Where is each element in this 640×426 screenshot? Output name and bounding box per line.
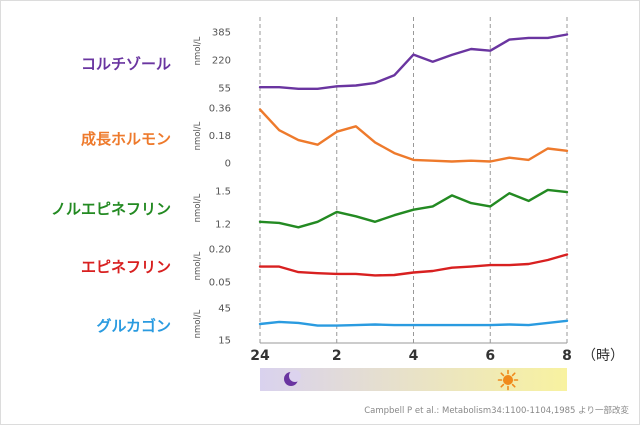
- timeline-bar: [260, 368, 567, 391]
- x-axis: 24 2 4 6 8 （時）: [250, 342, 624, 364]
- sun-ray: [500, 372, 505, 377]
- y-tick-label: 0.36: [209, 104, 231, 115]
- unit-label: nmol/L: [193, 193, 203, 222]
- panel-1: コルチゾール nmol/L 385 220 55: [81, 28, 569, 95]
- source-note: Campbell P et al.: Metabolism34:1100-110…: [364, 405, 629, 416]
- hormone-name: エピネフリン: [81, 258, 171, 276]
- crescent-moon-icon: [284, 370, 301, 386]
- moon-shadow: [289, 370, 301, 382]
- x-unit-label: （時）: [582, 348, 624, 364]
- y-tick-label: 0.18: [209, 131, 231, 142]
- x-tick-label: 8: [562, 348, 572, 364]
- hormone-name: ノルエピネフリン: [51, 200, 171, 218]
- y-tick-label: 1.5: [215, 187, 231, 198]
- y-tick-label: 55: [218, 84, 231, 95]
- hormone-name: コルチゾール: [81, 55, 171, 73]
- y-tick-label: 220: [212, 56, 231, 67]
- panel-3: ノルエピネフリン nmol/L 1.5 1.2: [51, 187, 569, 231]
- y-tick-label: 385: [212, 28, 231, 39]
- hormone-name: 成長ホルモン: [81, 130, 171, 148]
- y-tick-label: 1.2: [215, 220, 231, 231]
- x-tick-label: 2: [332, 348, 342, 364]
- sun-ray: [500, 383, 505, 388]
- sun-ray: [511, 383, 516, 388]
- panel-2: 成長ホルモン nmol/L 0.36 0.18 0: [81, 104, 569, 170]
- x-tick-label: 6: [485, 348, 495, 364]
- unit-label: nmol/L: [193, 309, 203, 338]
- y-tick-label: 15: [218, 336, 231, 347]
- series-line: [258, 108, 569, 163]
- x-gridlines: [259, 17, 568, 343]
- day-night-timeline: [260, 368, 567, 391]
- series-line: [258, 188, 569, 229]
- sun-core: [503, 375, 513, 385]
- hormone-name: グルカゴン: [96, 317, 171, 335]
- y-tick-label: 45: [218, 304, 231, 315]
- unit-label: nmol/L: [193, 121, 203, 150]
- y-tick-label: 0.20: [209, 245, 231, 256]
- series-line: [258, 33, 569, 91]
- x-tick-label: 24: [250, 348, 270, 364]
- sun-ray: [511, 372, 516, 377]
- x-tick-label: 4: [409, 348, 419, 364]
- panel-4: エピネフリン nmol/L 0.20 0.05: [81, 245, 569, 289]
- y-tick-label: 0.05: [209, 278, 231, 289]
- panel-5: グルカゴン nmol/L 45 15: [96, 304, 569, 347]
- sun-icon: [497, 369, 519, 391]
- series-line: [258, 319, 569, 327]
- y-tick-label: 0: [225, 159, 231, 170]
- panels: コルチゾール nmol/L 385 220 55 成長ホルモン nmol/L 0.36 0.18…: [51, 28, 569, 347]
- unit-label: nmol/L: [193, 251, 203, 280]
- unit-label: nmol/L: [193, 36, 203, 65]
- series-line: [258, 253, 569, 277]
